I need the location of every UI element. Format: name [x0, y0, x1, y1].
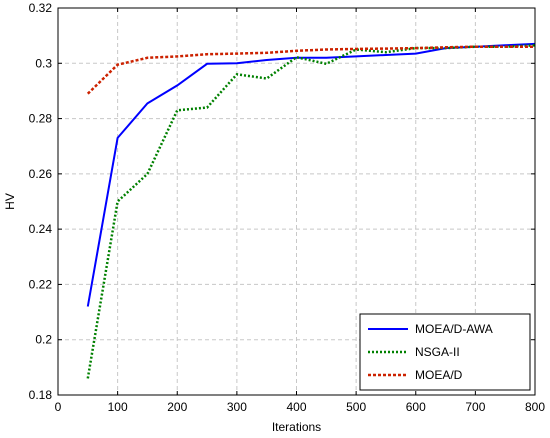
- series-line-moea-d: [86, 45, 535, 95]
- y-tick-label: 0.24: [29, 222, 53, 236]
- x-tick-label: 500: [346, 400, 366, 414]
- x-tick-label: 800: [525, 400, 545, 414]
- legend-label: MOEA/D: [415, 368, 463, 382]
- y-tick-label: 0.22: [29, 277, 53, 291]
- legend: MOEA/D-AWA NSGA-II MOEA/D: [359, 313, 531, 391]
- x-tick-label: 700: [465, 400, 485, 414]
- y-tick-label: 0.2: [35, 333, 52, 347]
- x-tick-label: 400: [286, 400, 306, 414]
- x-tick-label: 0: [55, 400, 62, 414]
- legend-label: NSGA-II: [415, 345, 460, 359]
- axis-ticks: 0 100 200 300 400 500 600 700 800 0.18 0.2 0.22 0.24…: [29, 1, 546, 414]
- y-tick-label: 0.28: [29, 112, 53, 126]
- x-tick-label: 200: [167, 400, 187, 414]
- x-tick-label: 100: [108, 400, 128, 414]
- y-tick-label: 0.26: [29, 167, 53, 181]
- y-tick-label: 0.32: [29, 1, 53, 15]
- x-tick-label: 600: [406, 400, 426, 414]
- x-tick-label: 300: [227, 400, 247, 414]
- series-line-moea-d-awa: [86, 42, 536, 307]
- series-lines: [86, 42, 536, 379]
- x-axis-label: Iterations: [272, 420, 321, 434]
- y-tick-label: 0.3: [35, 56, 52, 70]
- legend-label: MOEA/D-AWA: [415, 322, 493, 336]
- y-axis-label: HV: [3, 193, 17, 210]
- y-tick-label: 0.18: [29, 388, 53, 402]
